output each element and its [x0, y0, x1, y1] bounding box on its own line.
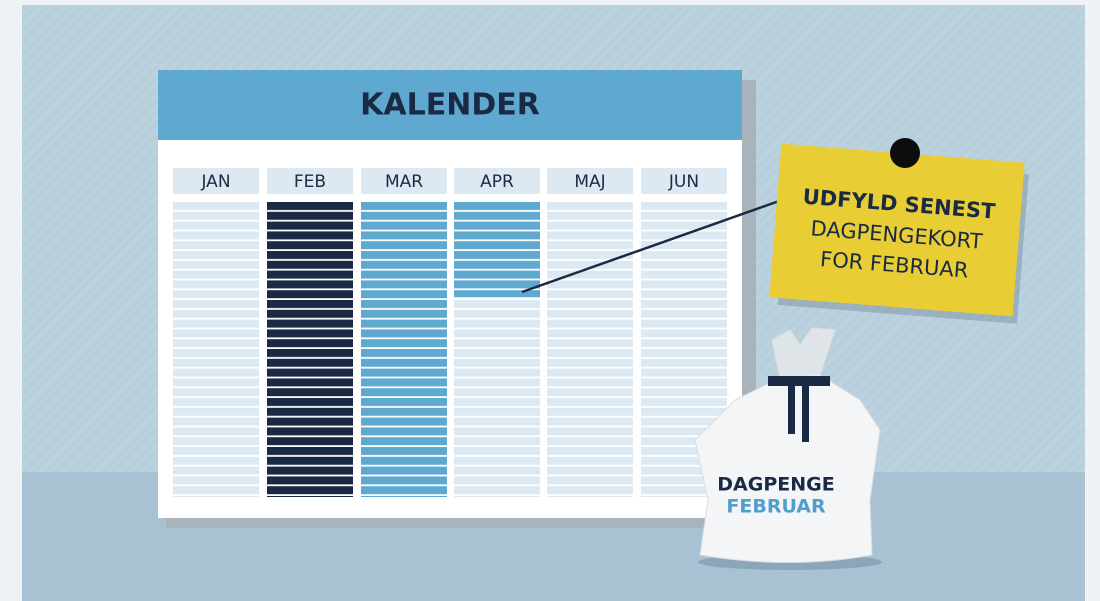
month-column: [267, 202, 353, 497]
page: KALENDER JAN FEB MAR APR MAJ JUN UDFYLD SENES…: [0, 0, 1100, 601]
bag-label: FEBRUAR: [726, 496, 826, 518]
bag-label: DAGPENGE: [717, 474, 834, 496]
pin: [890, 138, 920, 168]
month-label: JAN: [200, 172, 230, 192]
month-column-filled: [454, 202, 540, 297]
month-column: [361, 202, 447, 497]
bag-tie: [768, 376, 830, 386]
month-label: APR: [480, 172, 514, 192]
calendar-title: KALENDER: [360, 88, 540, 123]
month-label: MAJ: [574, 172, 605, 192]
illustration: KALENDER JAN FEB MAR APR MAJ JUN UDFYLD SENES…: [0, 0, 1100, 601]
bag-string: [788, 384, 795, 434]
month-column: [547, 202, 633, 497]
month-label: JUN: [668, 172, 699, 192]
sticky-note: UDFYLD SENEST DAGPENGEKORT FOR FEBRUAR: [769, 144, 1030, 324]
month-label: MAR: [385, 172, 423, 192]
month-label: FEB: [294, 172, 326, 192]
bag-string: [802, 384, 809, 442]
month-column: [173, 202, 259, 497]
